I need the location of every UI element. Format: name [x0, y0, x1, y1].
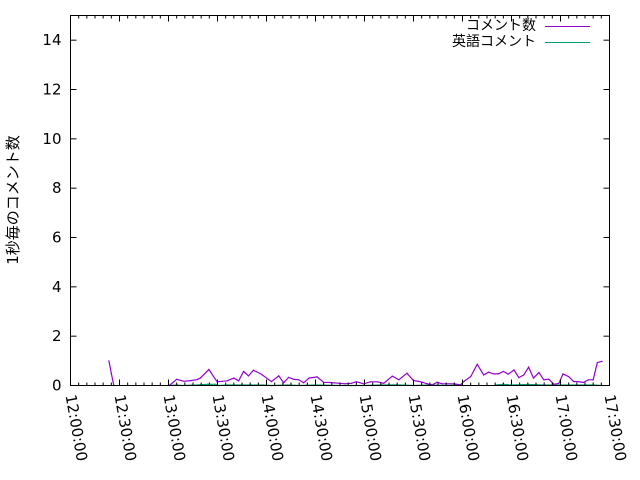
data-point-0 [376, 381, 378, 383]
x-tick-label: 12:30:00 [111, 393, 140, 462]
data-point-0 [582, 381, 584, 384]
data-point-0 [548, 378, 550, 380]
data-point-0 [553, 383, 555, 385]
data-point-0 [398, 379, 400, 381]
data-point-0 [298, 379, 300, 381]
data-point-0 [562, 373, 564, 375]
data-point-0 [406, 372, 408, 374]
x-tick-label: 13:30:00 [209, 393, 238, 462]
data-point-0 [596, 361, 598, 364]
y-tick-label: 10 [42, 130, 61, 148]
data-point-1 [207, 383, 209, 385]
legend-label-comments: コメント数 [466, 18, 536, 34]
data-point-0 [568, 376, 570, 378]
x-tick-label: 14:00:00 [258, 393, 287, 462]
x-tick-label: 15:00:00 [356, 393, 385, 462]
data-point-0 [208, 368, 210, 371]
data-point-0 [350, 382, 353, 384]
data-point-0 [243, 370, 245, 373]
data-point-0 [592, 379, 594, 381]
legend: コメント数 英語コメント [452, 18, 590, 50]
data-point-0 [261, 373, 263, 375]
data-point-0 [238, 380, 240, 382]
data-point-0 [108, 360, 110, 362]
data-point-0 [436, 381, 438, 383]
data-point-0 [363, 383, 365, 385]
data-point-0 [355, 381, 357, 383]
ticks-layer: 0 2 4 6 8 10 12 14 12:00:00 12:30:00 13:00:00 13:30… [42, 15, 630, 463]
data-point-0 [538, 371, 540, 374]
data-point-0 [470, 376, 472, 378]
data-point-0 [270, 380, 272, 383]
y-tick-label: 0 [52, 377, 62, 395]
data-point-0 [293, 378, 295, 380]
data-point-0 [252, 369, 255, 371]
y-tick-label: 14 [42, 31, 61, 49]
data-point-0 [308, 377, 310, 379]
data-point-0 [441, 383, 443, 385]
data-point-0 [283, 382, 285, 384]
x-tick-label: 15:30:00 [405, 393, 434, 462]
data-point-0 [528, 366, 530, 368]
data-point-0 [463, 380, 465, 383]
data-point-0 [497, 373, 500, 375]
data-point-0 [176, 378, 178, 380]
data-point-0 [426, 383, 428, 385]
data-point-0 [419, 380, 421, 383]
x-tick-label: 16:30:00 [503, 393, 532, 462]
data-point-0 [226, 380, 228, 382]
y-tick-label: 2 [52, 327, 62, 345]
y-tick-label: 6 [52, 229, 62, 247]
data-point-0 [247, 375, 250, 377]
series-layer [108, 360, 603, 387]
data-point-0 [316, 376, 318, 378]
y-axis-label: 1秒毎のコメント数 [4, 135, 22, 265]
data-point-0 [502, 370, 504, 373]
data-point-0 [383, 382, 385, 384]
data-point-0 [543, 379, 545, 381]
x-tick-label: 17:30:00 [601, 393, 630, 462]
data-point-0 [572, 380, 575, 383]
x-tick-label: 16:00:00 [454, 393, 483, 462]
data-point-0 [513, 369, 515, 371]
data-point-0 [391, 375, 393, 377]
data-point-0 [287, 376, 290, 378]
plot-frame [70, 15, 610, 386]
data-point-0 [233, 377, 235, 379]
data-point-0 [303, 382, 305, 384]
data-point-0 [558, 382, 560, 384]
y-tick-label: 4 [52, 278, 62, 296]
data-point-0 [587, 379, 589, 381]
data-point-0 [329, 381, 331, 384]
data-point-0 [189, 379, 192, 382]
data-point-0 [523, 374, 525, 376]
data-point-0 [278, 375, 280, 377]
data-point-0 [110, 372, 112, 374]
data-point-1 [215, 383, 217, 385]
legend-label-english: 英語コメント [452, 33, 536, 50]
data-point-0 [483, 374, 485, 376]
data-point-0 [370, 381, 372, 383]
y-tick-label: 12 [42, 81, 61, 99]
data-point-0 [199, 377, 201, 379]
data-point-0 [507, 373, 509, 375]
y-tick-label: 8 [52, 179, 62, 197]
data-point-0 [577, 380, 580, 383]
x-tick-label: 17:00:00 [552, 393, 581, 462]
data-point-0 [601, 360, 603, 362]
data-point-0 [488, 371, 490, 373]
x-tick-label: 13:00:00 [160, 393, 189, 462]
data-point-0 [476, 363, 478, 365]
data-point-0 [492, 373, 495, 375]
data-point-0 [196, 378, 198, 381]
data-point-0 [183, 380, 185, 382]
data-point-0 [518, 377, 520, 379]
series-line-0 [168, 360, 603, 386]
x-tick-label: 12:00:00 [62, 393, 91, 462]
x-tick-label: 14:30:00 [307, 393, 336, 462]
data-point-0 [344, 383, 346, 385]
data-point-0 [532, 377, 535, 379]
